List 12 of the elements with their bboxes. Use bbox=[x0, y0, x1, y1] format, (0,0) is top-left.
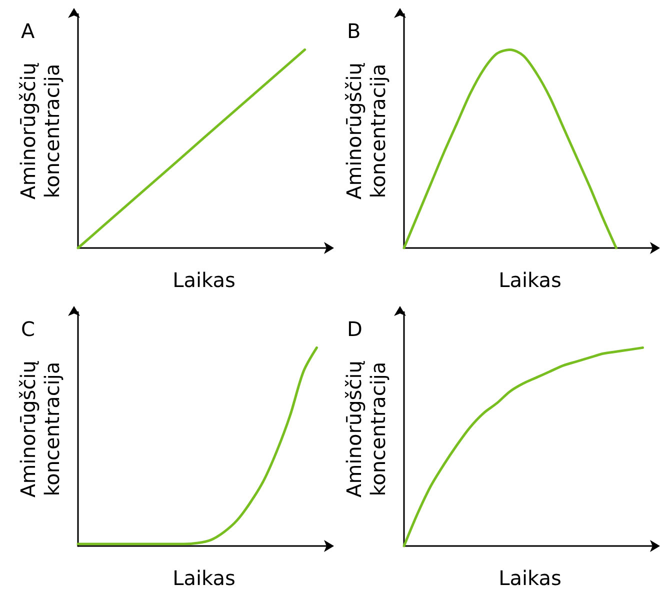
x-axis-title: Laikas bbox=[498, 566, 562, 590]
x-axis-title: Laikas bbox=[498, 268, 562, 292]
chart-title: C bbox=[21, 317, 35, 341]
y-axis-title: Aminorūgščių koncentracija bbox=[16, 360, 64, 498]
x-axis-title: Laikas bbox=[172, 566, 236, 590]
y-axis-title: Aminorūgščių koncentracija bbox=[16, 62, 64, 200]
y-axis-title: Aminorūgščių koncentracija bbox=[342, 62, 390, 200]
chart-title: A bbox=[21, 19, 35, 43]
chart-title: B bbox=[347, 19, 361, 43]
y-axis-title: Aminorūgščių koncentracija bbox=[342, 360, 390, 498]
chart-title: D bbox=[347, 317, 362, 341]
x-axis-title: Laikas bbox=[172, 268, 236, 292]
